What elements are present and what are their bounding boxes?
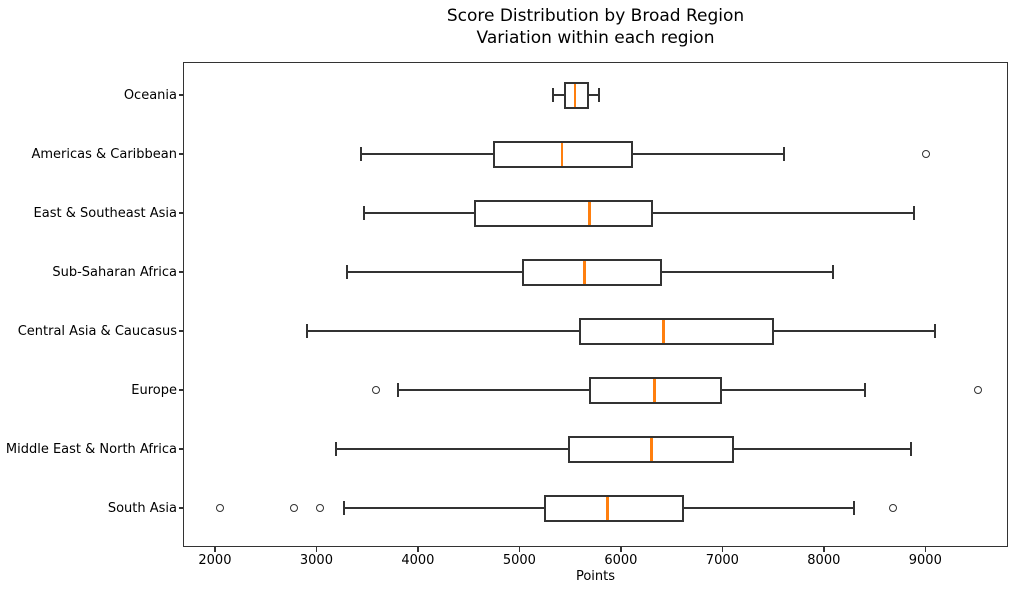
median-line xyxy=(650,437,653,461)
x-tick-mark xyxy=(924,547,927,552)
x-tick-label: 3000 xyxy=(299,553,333,568)
chart-title: Score Distribution by Broad Region xyxy=(446,6,745,26)
whisker-right xyxy=(633,153,785,155)
whisker-cap-right xyxy=(934,324,937,338)
x-tick-mark xyxy=(823,547,825,552)
outlier-point xyxy=(921,149,930,158)
x-tick-mark xyxy=(721,547,724,552)
y-tick-mark xyxy=(178,507,183,509)
y-tick-label: Sub-Saharan Africa xyxy=(52,264,177,280)
outlier-point xyxy=(889,503,898,512)
x-tick-label: 4000 xyxy=(401,553,435,568)
box xyxy=(473,199,654,227)
whisker-right xyxy=(722,389,866,391)
whisker-right xyxy=(662,271,833,273)
whisker-cap-left xyxy=(342,501,345,515)
y-tick-mark xyxy=(178,153,183,155)
outlier-point xyxy=(289,503,298,512)
x-tick-label: 6000 xyxy=(604,553,638,568)
y-tick-label: Europe xyxy=(131,382,177,398)
median-line xyxy=(653,378,656,402)
y-tick-label: East & Southeast Asia xyxy=(33,205,177,221)
outlier-point xyxy=(215,503,224,512)
outlier-point xyxy=(315,503,324,512)
y-tick-mark xyxy=(178,389,183,391)
whisker-cap-right xyxy=(783,147,786,161)
whisker-right xyxy=(653,212,915,214)
y-tick-mark xyxy=(178,330,183,332)
y-tick-mark xyxy=(178,94,183,96)
x-tick-label: 8000 xyxy=(807,553,841,568)
whisker-cap-left xyxy=(363,206,366,220)
box xyxy=(579,317,775,345)
whisker-right xyxy=(589,94,599,96)
whisker-cap-left xyxy=(551,88,554,102)
whisker-cap-left xyxy=(345,265,348,279)
whisker-right xyxy=(774,330,936,332)
median-line xyxy=(662,319,665,343)
outlier-point xyxy=(371,385,380,394)
y-tick-mark xyxy=(178,271,183,273)
y-tick-label: Oceania xyxy=(123,87,177,103)
y-tick-label: Central Asia & Caucasus xyxy=(17,323,177,339)
median-line xyxy=(588,201,591,225)
whisker-cap-right xyxy=(831,265,834,279)
chart-subtitle: Variation within each region xyxy=(476,28,715,48)
whisker-cap-left xyxy=(396,383,399,397)
whisker-left xyxy=(346,271,523,273)
median-line xyxy=(560,142,564,166)
whisker-right xyxy=(733,448,912,450)
y-tick-mark xyxy=(178,448,183,450)
x-tick-mark xyxy=(620,547,622,552)
whisker-cap-left xyxy=(334,442,337,456)
y-tick-label: Middle East & North Africa xyxy=(5,441,177,457)
x-tick-mark xyxy=(315,547,318,552)
whisker-cap-right xyxy=(864,383,867,397)
whisker-cap-right xyxy=(597,88,600,102)
whisker-right xyxy=(683,507,855,509)
whisker-left xyxy=(397,389,590,391)
x-tick-label: 2000 xyxy=(198,553,232,568)
x-tick-label: 5000 xyxy=(502,553,536,568)
x-tick-mark xyxy=(214,547,216,552)
whisker-cap-right xyxy=(853,501,856,515)
box xyxy=(589,376,723,404)
whisker-left xyxy=(307,330,580,332)
x-axis-title: Points xyxy=(575,569,616,584)
box xyxy=(543,494,684,522)
whisker-cap-right xyxy=(913,206,916,220)
whisker-cap-left xyxy=(306,324,309,338)
x-tick-label: 7000 xyxy=(705,553,739,568)
outlier-point xyxy=(973,385,982,394)
y-tick-mark xyxy=(178,212,183,214)
median-line xyxy=(573,83,577,107)
whisker-left xyxy=(335,448,569,450)
median-line xyxy=(583,260,586,284)
y-tick-label: South Asia xyxy=(107,500,177,516)
whisker-left xyxy=(361,153,493,155)
x-tick-mark xyxy=(417,547,419,552)
box xyxy=(564,81,590,109)
whisker-cap-left xyxy=(360,147,363,161)
whisker-left xyxy=(364,212,474,214)
y-tick-label: Americas & Caribbean xyxy=(31,146,177,162)
box xyxy=(522,258,663,286)
median-line xyxy=(606,496,609,520)
x-tick-mark xyxy=(518,547,521,552)
whisker-left xyxy=(552,94,565,96)
whisker-cap-right xyxy=(910,442,913,456)
x-tick-label: 9000 xyxy=(908,553,942,568)
whisker-left xyxy=(343,507,544,509)
